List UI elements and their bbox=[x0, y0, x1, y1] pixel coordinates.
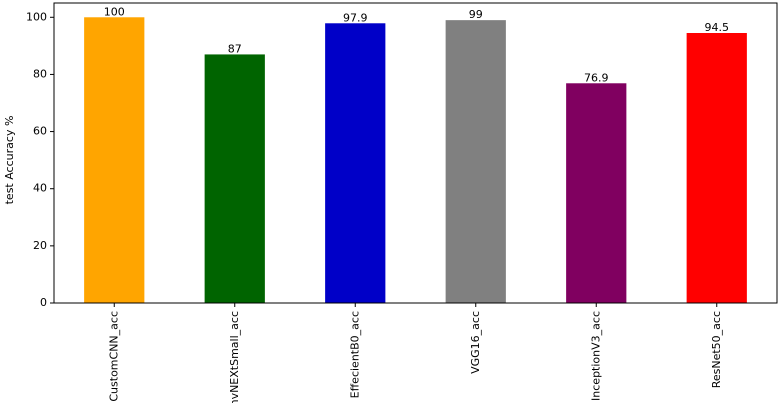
y-tick-label: 60 bbox=[33, 125, 47, 138]
value-label: 76.9 bbox=[584, 71, 609, 84]
x-tick-label: InceptionV3_acc bbox=[589, 311, 602, 401]
bar bbox=[686, 33, 747, 303]
value-label: 99 bbox=[469, 8, 483, 21]
y-tick-label: 100 bbox=[26, 10, 47, 23]
y-tick-label: 0 bbox=[40, 296, 47, 309]
x-tick-label: ConvNEXtSmall_acc bbox=[228, 311, 241, 403]
x-tick-label: EffecientB0_acc bbox=[348, 311, 361, 398]
value-label: 94.5 bbox=[705, 21, 730, 34]
bar bbox=[84, 17, 145, 304]
x-tick-label: ResNet50_acc bbox=[710, 311, 723, 388]
bar bbox=[325, 23, 386, 304]
x-tick-label: CustomCNN_acc bbox=[107, 311, 120, 402]
value-label: 87 bbox=[228, 42, 242, 55]
value-label: 100 bbox=[104, 5, 125, 18]
y-tick-label: 80 bbox=[33, 67, 47, 80]
bar bbox=[445, 20, 506, 304]
y-tick-label: 40 bbox=[33, 182, 47, 195]
plot-frame bbox=[53, 2, 778, 304]
bar bbox=[204, 54, 265, 303]
y-axis-label: test Accuracy % bbox=[3, 116, 16, 205]
bar bbox=[566, 83, 627, 304]
value-label: 97.9 bbox=[343, 11, 368, 24]
x-tick-label: VGG16_acc bbox=[469, 311, 482, 374]
y-tick-label: 20 bbox=[33, 239, 47, 252]
